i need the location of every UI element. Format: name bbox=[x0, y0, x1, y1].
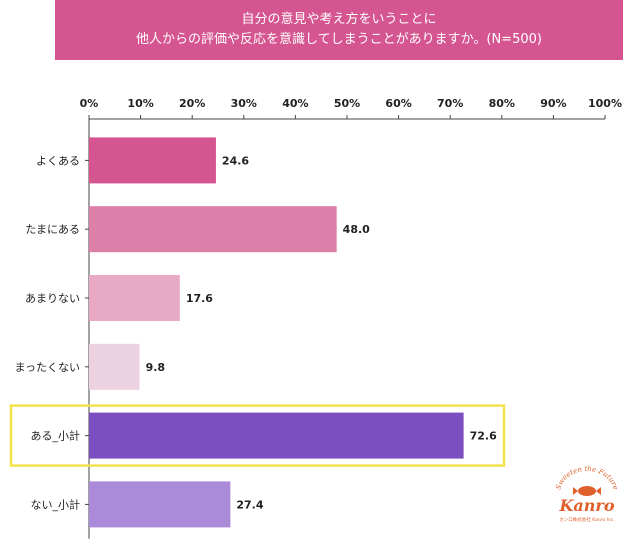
category-label: まったくない bbox=[14, 361, 80, 374]
value-label: 17.6 bbox=[186, 292, 213, 305]
bar bbox=[89, 343, 140, 390]
value-label: 24.6 bbox=[222, 154, 249, 167]
category-label: ある_小計 bbox=[31, 429, 81, 443]
chart-title-line1: 自分の意見や考え方をいうことに bbox=[241, 12, 437, 27]
logo-tagline: カンロ株式会社 Kanro Inc. bbox=[559, 516, 614, 523]
bar bbox=[89, 412, 464, 459]
x-tick-label: 100% bbox=[588, 97, 622, 110]
x-tick-label: 20% bbox=[179, 97, 205, 110]
x-tick-label: 30% bbox=[231, 97, 257, 110]
x-tick-label: 0% bbox=[80, 97, 99, 110]
x-tick-label: 40% bbox=[282, 97, 308, 110]
value-label: 72.6 bbox=[470, 430, 497, 443]
bar bbox=[89, 206, 337, 253]
chart-title-banner: 自分の意見や考え方をいうことに 他人からの評価や反応を意識してしまうことがありま… bbox=[55, 0, 623, 60]
bar bbox=[89, 481, 231, 528]
bar bbox=[89, 137, 216, 184]
highlight-frame bbox=[9, 404, 506, 467]
value-label: 48.0 bbox=[343, 223, 370, 236]
value-label: 9.8 bbox=[146, 361, 166, 374]
bar bbox=[89, 275, 180, 321]
category-label: あまりない bbox=[25, 292, 80, 305]
value-label: 27.4 bbox=[236, 498, 263, 511]
category-label: たまにある bbox=[25, 223, 80, 236]
x-tick-label: 80% bbox=[489, 97, 515, 110]
x-tick-label: 90% bbox=[540, 97, 566, 110]
logo-name: Kanro bbox=[558, 496, 614, 515]
kanro-logo: Sweeten the Future Kanro カンロ株式会社 Kanro I… bbox=[554, 465, 619, 523]
category-label: よくある bbox=[36, 154, 80, 167]
x-tick-label: 10% bbox=[127, 97, 153, 110]
x-tick-label: 60% bbox=[385, 97, 411, 110]
x-tick-label: 50% bbox=[334, 97, 360, 110]
category-label: ない_小計 bbox=[31, 497, 81, 511]
chart-title-line2: 他人からの評価や反応を意識してしまうことがありますか。(N=500) bbox=[136, 32, 542, 47]
x-tick-label: 70% bbox=[437, 97, 463, 110]
